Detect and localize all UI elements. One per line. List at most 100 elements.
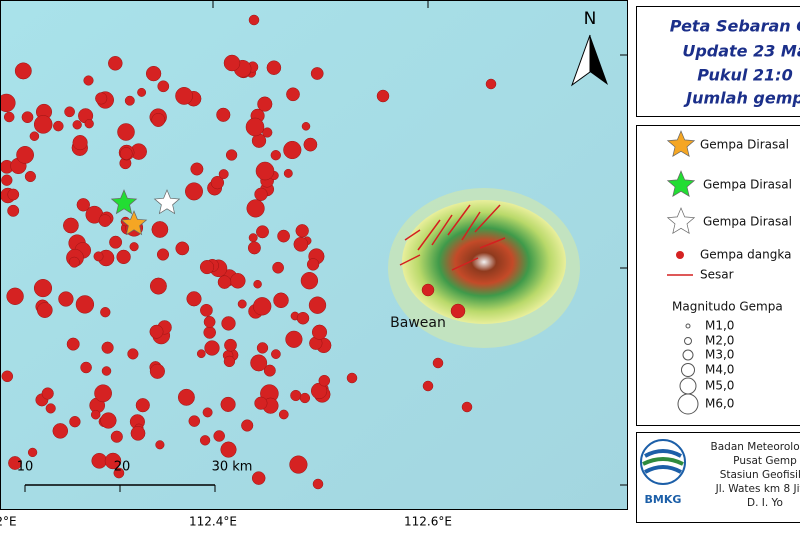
island <box>402 200 566 324</box>
epicenter <box>1 370 14 383</box>
epicenter <box>289 455 308 474</box>
scale-bar: 10 20 30 km <box>17 460 253 492</box>
epicenter <box>155 440 165 450</box>
epicenter <box>199 435 211 446</box>
epicenter <box>283 168 293 178</box>
epicenter <box>0 93 16 113</box>
epicenter <box>68 256 80 268</box>
epicenter <box>109 235 123 249</box>
epicenter <box>151 113 166 127</box>
north-label: N <box>584 9 597 29</box>
felt-quake-star <box>120 210 148 236</box>
epicenter <box>137 87 147 97</box>
epicenter <box>270 150 281 161</box>
lon-label: 112.4°E <box>189 515 237 529</box>
epicenter <box>485 78 497 90</box>
epicenter <box>149 363 165 379</box>
epicenter <box>241 419 254 432</box>
epicenter <box>299 392 311 404</box>
agency-line: Badan Meteorologi K <box>711 441 800 453</box>
legend-label: Sesar <box>700 268 734 282</box>
epicenter <box>98 214 112 227</box>
epicenter <box>278 409 289 420</box>
epicenter <box>200 303 213 317</box>
agency-line: Stasiun Geofisika <box>720 469 800 481</box>
epicenter <box>213 430 225 442</box>
epicenter <box>253 297 272 316</box>
epicenter <box>108 56 123 71</box>
epicenter <box>283 140 302 160</box>
epicenter <box>7 188 20 201</box>
logo-text: BMKG <box>645 493 682 506</box>
magnitude-symbol <box>682 349 694 361</box>
magnitude-title: Magnitudo Gempa <box>672 300 783 314</box>
epicenter <box>312 478 324 490</box>
epicenter <box>262 127 273 138</box>
map: Bawean N 10 20 30 km <box>0 0 628 510</box>
epicenter <box>220 441 237 458</box>
epicenter <box>66 337 80 351</box>
epicenter <box>129 242 139 252</box>
epicenter <box>104 452 122 470</box>
epicenter <box>16 146 34 164</box>
epicenter <box>156 248 170 261</box>
epicenter <box>145 65 162 82</box>
epicenter <box>90 409 101 420</box>
epicenter <box>190 162 204 176</box>
epicenter <box>177 388 195 406</box>
epicenter <box>76 198 90 212</box>
legend: Gempa Dirasal Gempa Dirasal Gempa Dirasa… <box>666 130 792 415</box>
legend-label: Gempa Dirasal <box>703 178 792 192</box>
epicenter <box>257 96 273 112</box>
scale-label: 10 <box>17 460 34 475</box>
epicenter <box>21 111 34 124</box>
epicenter <box>301 122 311 131</box>
epicenter <box>223 355 236 368</box>
epicenter <box>185 182 203 201</box>
epicenter <box>24 170 36 183</box>
magnitude-label: M2,0 <box>705 334 734 348</box>
epicenter <box>91 452 108 469</box>
epicenter <box>116 249 131 265</box>
epicenter <box>245 117 265 137</box>
epicenter <box>450 303 466 319</box>
epicenter <box>151 221 169 238</box>
epicenter <box>199 260 215 275</box>
magnitude-symbol <box>684 337 692 345</box>
epicenter <box>100 307 111 318</box>
island-label: Bawean <box>390 315 446 331</box>
epicenter <box>64 106 75 118</box>
epicenter <box>432 357 444 369</box>
epicenter <box>224 338 237 352</box>
epicenter <box>94 384 112 403</box>
lon-label: 2°E <box>0 515 17 529</box>
map-frame <box>0 0 628 510</box>
legend-label: Gempa Dirasal <box>700 138 789 152</box>
epicenter <box>130 425 146 441</box>
epicenter <box>266 60 282 75</box>
lon-label: 112.6°E <box>404 515 452 529</box>
epicenter <box>1 174 13 186</box>
epicenter <box>175 87 193 105</box>
epicenter <box>80 361 92 374</box>
epicenter <box>220 396 236 412</box>
epicenter <box>119 147 133 160</box>
epicenter <box>110 430 123 443</box>
felt-quake-star <box>110 189 138 215</box>
epicenter <box>346 372 358 384</box>
epicenter <box>251 471 266 485</box>
epicenter <box>237 299 247 309</box>
epicenter <box>422 380 434 392</box>
faults <box>399 204 506 271</box>
epicenter <box>72 135 88 151</box>
epicenter <box>203 326 216 339</box>
scale-label: 30 km <box>212 460 253 475</box>
epicenter <box>247 241 261 255</box>
epicenter <box>461 401 473 413</box>
felt-quake-star <box>666 170 696 198</box>
epicenter <box>254 396 268 410</box>
epicenter <box>83 75 94 86</box>
epicenter <box>75 295 95 314</box>
epicenter <box>300 272 319 290</box>
